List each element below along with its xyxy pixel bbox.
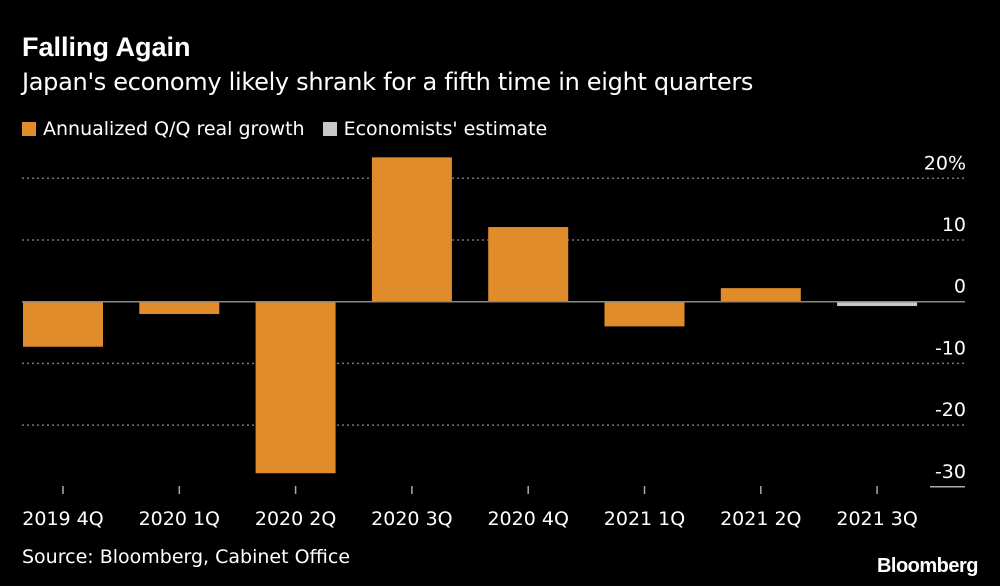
- legend: Annualized Q/Q real growth Economists' e…: [22, 118, 565, 140]
- y-tick-label: 0: [954, 276, 966, 298]
- x-tick-label: 2019 4Q: [22, 508, 103, 530]
- bar-2019-4Q: [23, 301, 103, 347]
- legend-swatch-actual: [22, 122, 36, 136]
- y-tick-label: 20%: [924, 152, 966, 174]
- bar-2021-3Q: [837, 301, 918, 307]
- x-tick-label: 2020 4Q: [487, 508, 568, 530]
- y-tick-label: -20: [935, 399, 966, 421]
- legend-swatch-estimate: [322, 122, 337, 136]
- legend-label-actual: Annualized Q/Q real growth: [43, 118, 305, 140]
- bar-2020-4Q: [488, 227, 569, 302]
- y-tick-label: 10: [942, 214, 966, 236]
- y-tick-label: -10: [935, 337, 966, 359]
- legend-label-estimate: Economists' estimate: [343, 118, 548, 140]
- x-tick-label: 2021 2Q: [720, 508, 801, 530]
- chart-title: Falling Again: [22, 32, 191, 62]
- x-tick-label: 2020 3Q: [371, 508, 452, 530]
- bar-2021-1Q: [604, 301, 685, 327]
- bloomberg-logo: Bloomberg: [876, 555, 979, 577]
- x-tick-label: 2020 2Q: [255, 508, 336, 530]
- bar-2020-1Q: [139, 301, 220, 315]
- legend-item-actual: Annualized Q/Q real growth: [22, 118, 305, 140]
- bar-2021-2Q: [720, 288, 801, 302]
- chart-subtitle: Japan's economy likely shrank for a fift…: [22, 68, 754, 96]
- bar-2020-3Q: [371, 157, 452, 302]
- y-tick-label: -30: [935, 461, 966, 483]
- bar-2020-2Q: [255, 301, 336, 474]
- x-tick-label: 2020 1Q: [139, 508, 220, 530]
- source-note: Source: Bloomberg, Cabinet Office: [22, 546, 351, 568]
- x-tick-label: 2021 1Q: [604, 508, 685, 530]
- x-tick-label: 2021 3Q: [836, 508, 917, 530]
- legend-item-estimate: Economists' estimate: [322, 118, 548, 140]
